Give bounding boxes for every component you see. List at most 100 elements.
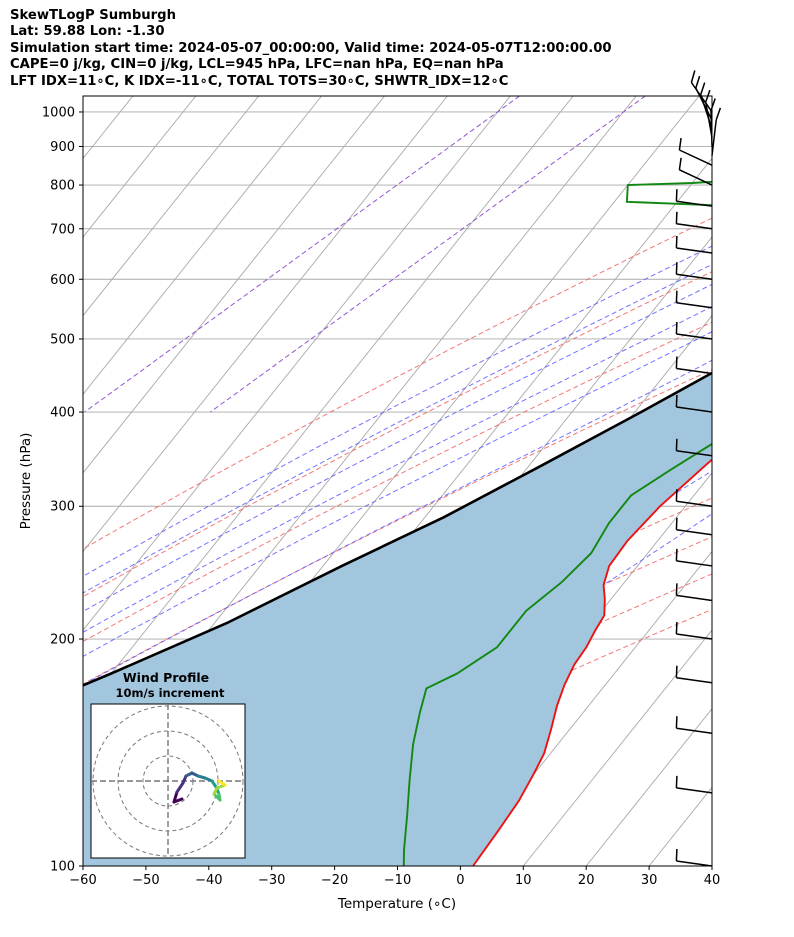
wind-barb-staff [711,119,717,156]
parcel-profile-line [83,371,712,687]
wind-barb [678,137,713,166]
moist-adiabat [105,513,712,866]
wind-barb [675,211,713,230]
x-tick-label: −10 [384,873,411,888]
wind-barb-staff [676,594,713,602]
wind-barb [675,583,713,602]
wind-barb-staff [676,333,713,340]
wind-barb [675,548,713,567]
wind-barb [675,775,713,794]
x-tick-label: −20 [321,873,348,888]
wind-barb-flag [675,517,678,530]
isotherm-line [460,550,712,866]
isotherm-line [83,96,260,317]
y-tick-label: 400 [50,406,75,421]
y-tick-label: 700 [50,222,75,237]
moist-adiabat [83,306,712,633]
wind-barb-flag [675,621,678,635]
wind-barb-staff [676,633,713,640]
dewpoint-line [402,180,712,866]
wind-barb-staff [676,247,713,254]
y-tick-label: 800 [50,179,75,194]
wind-barb-staff [676,500,713,507]
isotherm-line [83,96,197,238]
y-tick-label: 900 [50,140,75,155]
mixing-ratio-line [210,96,646,413]
wind-barb-staff [676,676,713,684]
isotherm-line [585,708,712,866]
y-tick-label: 1000 [42,105,75,120]
moist-adiabat [83,359,712,686]
x-axis-ticks: −60 −50 −40 −30 −20 −10 0 10 20 30 40 [69,866,720,888]
station-coords: Lat: 59.88 Lon: -1.30 [10,24,165,40]
wind-barb-flag [675,189,678,202]
wind-barb-staff [676,528,713,536]
y-axis-label: Pressure (hPa) [18,433,34,530]
mixing-ratio-line [84,96,520,413]
temperature-line [472,458,712,866]
wind-barb-flag [715,107,722,121]
wind-barb [675,665,713,684]
wind-barb-flag [675,235,678,249]
simulation-times: Simulation start time: 2024-05-07_00:00:… [10,40,612,56]
stability-indices-1: CAPE=0 j/kg, CIN=0 j/kg, LCL=945 hPa, LF… [10,57,504,73]
wind-barb-flag [675,665,678,678]
wind-barb [678,157,713,186]
isotherm-line [83,96,574,710]
wind-barb-flag [675,548,678,561]
wind-barb-flag [675,775,678,788]
wind-barb-staff [679,169,713,186]
wind-barb-flag [675,290,678,303]
station-title: SkewTLogP Sumburgh [10,8,176,23]
wind-barb-staff [676,301,713,309]
wind-barb-staff [676,450,713,457]
hodograph-plot [91,704,245,858]
isotherm-line [83,96,511,631]
x-tick-label: −40 [195,873,222,888]
wind-barb-staff [676,860,713,867]
wind-barb-flag [690,70,696,83]
wind-barb [675,356,713,375]
wind-barb-staff [676,200,713,207]
chart-header: SkewTLogP Sumburgh Lat: 59.88 Lon: -1.30… [10,8,612,90]
x-axis-label: Temperature (∘C) [337,896,456,912]
wind-barb-staff [676,367,713,375]
stability-indices-2: LFT IDX=11∘C, K IDX=-11∘C, TOTAL TOTS=30… [10,73,509,89]
wind-barb-flag [678,157,682,170]
wind-barbs [675,70,722,867]
wind-barb-flag [675,394,678,408]
wind-barb-flag [675,848,678,862]
hodograph-inset: Wind Profile 10m/s increment [90,670,246,859]
wind-barb-staff [679,149,713,166]
wind-barb-flag [675,583,678,596]
wind-barb [675,848,713,867]
isotherm-line [522,629,712,866]
wind-barb [675,189,713,207]
x-tick-label: 20 [578,873,595,888]
y-tick-label: 300 [50,500,75,515]
wind-barb-flag [695,75,701,89]
wind-barb [675,235,713,254]
hodograph-subtitle: 10m/s increment [116,686,225,700]
wind-barb [675,262,713,280]
wind-barb-staff [676,273,713,280]
isotherm-line [775,96,794,866]
isotherm-line [711,865,712,866]
wind-barb-flag [675,211,678,224]
wind-barb [711,107,722,156]
wind-barb-flag [675,262,678,275]
wind-barb-flag [675,321,678,335]
wind-barb [675,489,713,507]
hodograph-trace [175,781,185,794]
wind-barb-staff [676,560,713,567]
moist-adiabat [83,245,712,577]
isotherm-line [83,96,322,395]
wind-barb-staff [676,787,713,794]
y-tick-label: 100 [50,860,75,875]
dry-adiabat [83,271,712,598]
y-tick-label: 600 [50,273,75,288]
wind-barb-staff [676,727,713,734]
wind-barb [675,438,713,457]
wind-barb [675,621,713,640]
